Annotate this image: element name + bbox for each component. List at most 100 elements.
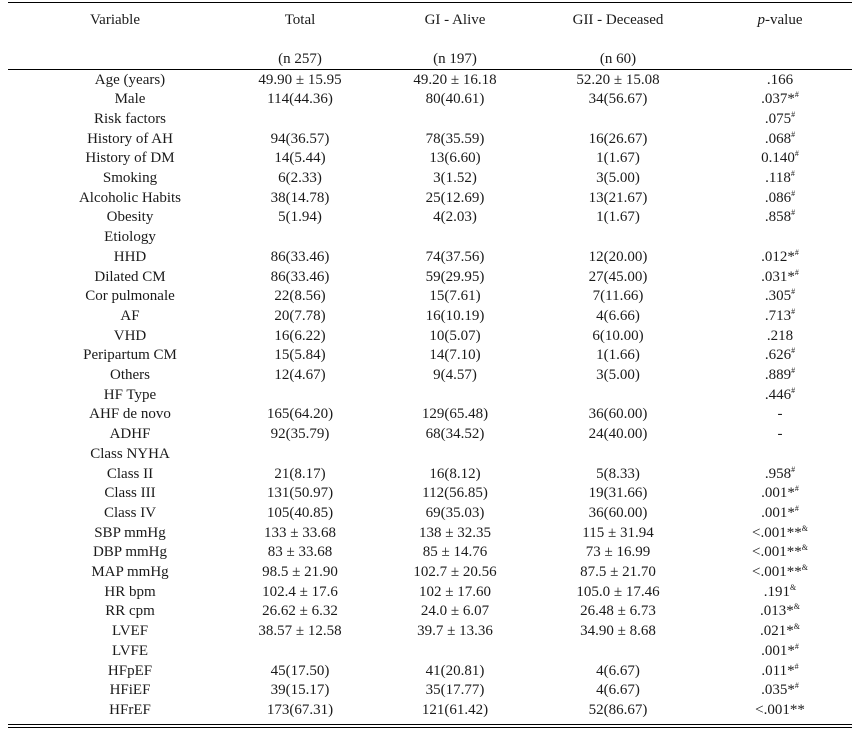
- cell-p-value: .031*#: [735, 268, 825, 288]
- table-row: Class III 131(50.97) 112(56.85) 19(31.66) .0…: [0, 484, 860, 504]
- table-row: History of DM 14(5.44) 13(6.60) 1(1.67) 0.14…: [0, 149, 860, 169]
- row-label: Obesity: [106, 209, 154, 226]
- row-label: AF: [120, 307, 140, 324]
- p-value-text: <.001**: [752, 544, 802, 561]
- p-value-text: .012*: [761, 248, 795, 265]
- table-row: Alcoholic Habits 38(14.78) 25(12.69) 13(21.…: [0, 189, 860, 209]
- p-value-footnote-mark: &: [801, 563, 808, 572]
- cell-p-value: <.001**&: [735, 563, 825, 583]
- table-row: Dilated CM 86(33.46) 59(29.95) 27(45.00) .03…: [0, 268, 860, 288]
- row-label: RR cpm: [105, 603, 155, 620]
- p-value-text: -: [777, 426, 783, 443]
- cell-alive: 24.0 ± 6.07: [420, 603, 490, 620]
- header-deceased: GII - Deceased (n 60): [548, 10, 688, 69]
- p-value-text: .035*: [761, 682, 795, 699]
- p-value-text: .889: [764, 367, 792, 383]
- table-row: Class NYHA: [0, 445, 860, 465]
- cell-p-value: .218: [735, 327, 825, 347]
- cell-total: 86(33.46): [270, 268, 330, 285]
- header-total-n: (n 257): [278, 51, 322, 67]
- cell-total: 131(50.97): [266, 485, 334, 502]
- p-value-text: .037*: [761, 91, 795, 108]
- p-value-footnote-mark: #: [791, 306, 796, 316]
- p-value-text: .086: [764, 189, 792, 206]
- row-label: Smoking: [102, 170, 158, 186]
- table-row: AHF de novo 165(64.20) 129(65.48) 36(60.00)…: [0, 405, 860, 425]
- header-total: Total (n 257): [230, 10, 370, 69]
- table-bottom-rule: [8, 724, 852, 725]
- cell-alive: 16(10.19): [425, 307, 485, 324]
- cell-deceased: 34.90 ± 8.68: [580, 623, 656, 640]
- row-label: History of DM: [85, 150, 175, 167]
- cell-deceased: 4(6.66): [596, 307, 640, 324]
- p-value-text: .305: [764, 288, 792, 305]
- cell-deceased: 26.48 ± 6.73: [580, 603, 656, 620]
- p-value-text: .021*: [760, 623, 794, 640]
- cell-p-value: .075#: [735, 110, 825, 130]
- cell-total: 173(67.31): [266, 701, 334, 718]
- row-label: HFiEF: [109, 682, 151, 699]
- cell-deceased: 24(40.00): [588, 426, 648, 443]
- cell-p-value: .011*#: [735, 662, 825, 682]
- cell-total: 49.90 ± 15.95: [258, 71, 342, 88]
- cell-total: 39(15.17): [270, 682, 330, 699]
- cell-p-value: .012*#: [735, 248, 825, 268]
- table-row: HFrEF 173(67.31) 121(61.42) 52(86.67) <.001*…: [0, 701, 860, 721]
- table-row: Etiology: [0, 228, 860, 248]
- cell-p-value: .037*#: [735, 90, 825, 110]
- cell-alive: 14(7.10): [429, 347, 481, 364]
- cell-deceased: 12(20.00): [588, 248, 648, 265]
- cell-deceased: 105.0 ± 17.46: [576, 583, 660, 600]
- cell-total: 102.4 ± 17.6: [262, 583, 338, 600]
- table-row: Risk factors .075#: [0, 110, 860, 130]
- cell-alive: 49.20 ± 16.18: [413, 71, 497, 88]
- p-value-text: .001*: [761, 642, 795, 659]
- table-row: Class II 21(8.17) 16(8.12) 5(8.33) .958#: [0, 465, 860, 485]
- cell-deceased: 115 ± 31.94: [582, 524, 654, 541]
- header-total-label: Total: [284, 12, 316, 28]
- p-value-text: .713: [764, 307, 792, 324]
- p-value-text: .013*: [760, 603, 794, 620]
- p-value-footnote-mark: #: [794, 149, 799, 159]
- row-label: ADHF: [109, 426, 151, 443]
- cell-alive: 41(20.81): [425, 662, 485, 679]
- p-value-text: .858: [764, 209, 792, 226]
- table-row: Age (years) 49.90 ± 15.95 49.20 ± 16.18 52.…: [0, 71, 860, 91]
- table-row: HF Type .446#: [0, 386, 860, 406]
- cell-p-value: .858#: [735, 208, 825, 228]
- table-row: HFpEF 45(17.50) 41(20.81) 4(6.67) .011*#: [0, 662, 860, 682]
- p-value-footnote-mark: #: [791, 208, 796, 218]
- p-value-footnote-mark: #: [791, 385, 796, 395]
- table-row: VHD 16(6.22) 10(5.07) 6(10.00) .218: [0, 327, 860, 347]
- p-value-text: <.001**: [752, 564, 802, 580]
- header-variable: Variable: [90, 10, 210, 30]
- cell-total: 133 ± 33.68: [264, 524, 336, 541]
- row-label: AHF de novo: [89, 406, 171, 423]
- cell-alive: 15(7.61): [429, 288, 481, 305]
- cell-deceased: 1(1.67): [596, 209, 640, 226]
- cell-total: 14(5.44): [274, 150, 326, 167]
- header-p-italic: p: [757, 12, 766, 28]
- p-value-text: 0.140: [761, 150, 795, 167]
- cell-alive: 69(35.03): [425, 504, 485, 521]
- row-label: HHD: [113, 248, 147, 265]
- cell-total: 12(4.67): [274, 367, 326, 383]
- cell-deceased: 36(60.00): [588, 504, 648, 521]
- cell-alive: 74(37.56): [425, 248, 485, 265]
- cell-p-value: .889#: [735, 366, 825, 386]
- p-value-text: .001*: [761, 504, 795, 521]
- cell-alive: 138 ± 32.35: [419, 524, 491, 541]
- cell-alive: 68(34.52): [425, 426, 485, 443]
- table-row: History of AH 94(36.57) 78(35.59) 16(26.67)…: [0, 130, 860, 150]
- cell-deceased: 36(60.00): [588, 406, 648, 423]
- cell-alive: 3(1.52): [433, 170, 477, 186]
- cell-total: 38(14.78): [270, 189, 330, 206]
- cell-total: 22(8.56): [274, 288, 326, 305]
- cell-alive: 10(5.07): [429, 327, 481, 344]
- p-value-footnote-mark: #: [791, 188, 796, 198]
- cell-total: 38.57 ± 12.58: [258, 623, 342, 640]
- cell-alive: 102 ± 17.60: [419, 583, 491, 600]
- cell-alive: 85 ± 14.76: [422, 544, 488, 561]
- row-label: Age (years): [94, 71, 166, 88]
- table-row: Obesity 5(1.94) 4(2.03) 1(1.67) .858#: [0, 208, 860, 228]
